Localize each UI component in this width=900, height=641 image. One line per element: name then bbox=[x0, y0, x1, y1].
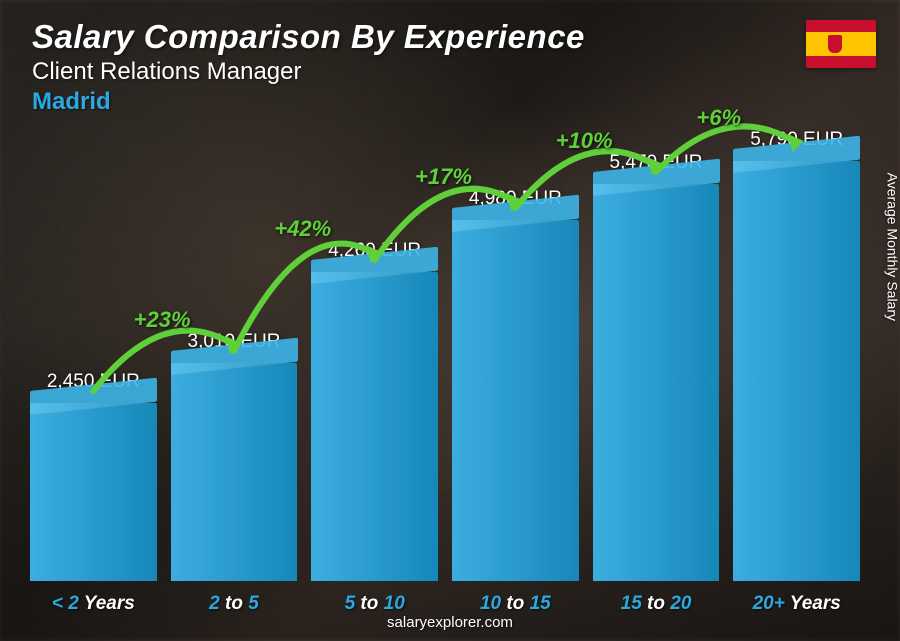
category-label: 15 to 20 bbox=[621, 593, 692, 615]
category-label: < 2 Years bbox=[52, 593, 135, 615]
bar-shading bbox=[452, 220, 579, 581]
bar-group: 3,010 EUR2 to 5 bbox=[171, 331, 298, 581]
bar-shading bbox=[733, 161, 860, 581]
increase-pct-label: +6% bbox=[696, 105, 741, 131]
category-label: 2 to 5 bbox=[209, 593, 259, 615]
bar-shading bbox=[593, 184, 720, 581]
bar bbox=[30, 403, 157, 581]
bar bbox=[452, 220, 579, 581]
header: Salary Comparison By Experience Client R… bbox=[32, 18, 585, 116]
bar-group: 5,470 EUR15 to 20 bbox=[593, 152, 720, 581]
increase-pct-label: +23% bbox=[134, 307, 191, 333]
category-label: 10 to 15 bbox=[480, 593, 551, 615]
increase-pct-label: +10% bbox=[556, 128, 613, 154]
bar-shading bbox=[30, 403, 157, 581]
y-axis-label: Average Monthly Salary bbox=[884, 172, 900, 320]
bar bbox=[311, 272, 438, 581]
flag-emblem-icon bbox=[828, 35, 842, 53]
chart-subtitle: Client Relations Manager bbox=[32, 58, 585, 86]
chart-title: Salary Comparison By Experience bbox=[32, 18, 585, 56]
chart-location: Madrid bbox=[32, 88, 585, 116]
flag-stripe-bot bbox=[806, 56, 876, 68]
increase-pct-label: +17% bbox=[415, 164, 472, 190]
footer-attribution: salaryexplorer.com bbox=[0, 614, 900, 631]
bar bbox=[171, 363, 298, 581]
bar bbox=[593, 184, 720, 581]
bar-group: 4,980 EUR10 to 15 bbox=[452, 188, 579, 581]
flag-stripe-top bbox=[806, 20, 876, 32]
increase-pct-label: +42% bbox=[274, 216, 331, 242]
bar bbox=[733, 161, 860, 581]
bar-group: 2,450 EUR< 2 Years bbox=[30, 371, 157, 581]
bar-group: 4,260 EUR5 to 10 bbox=[311, 240, 438, 581]
category-label: 20+ Years bbox=[753, 593, 841, 615]
category-label: 5 to 10 bbox=[345, 593, 405, 615]
bar-shading bbox=[311, 272, 438, 581]
bar-shading bbox=[171, 363, 298, 581]
spain-flag-icon bbox=[806, 20, 876, 68]
bar-chart: 2,450 EUR< 2 Years3,010 EUR2 to 54,260 E… bbox=[30, 101, 860, 581]
bar-group: 5,790 EUR20+ Years bbox=[733, 129, 860, 581]
